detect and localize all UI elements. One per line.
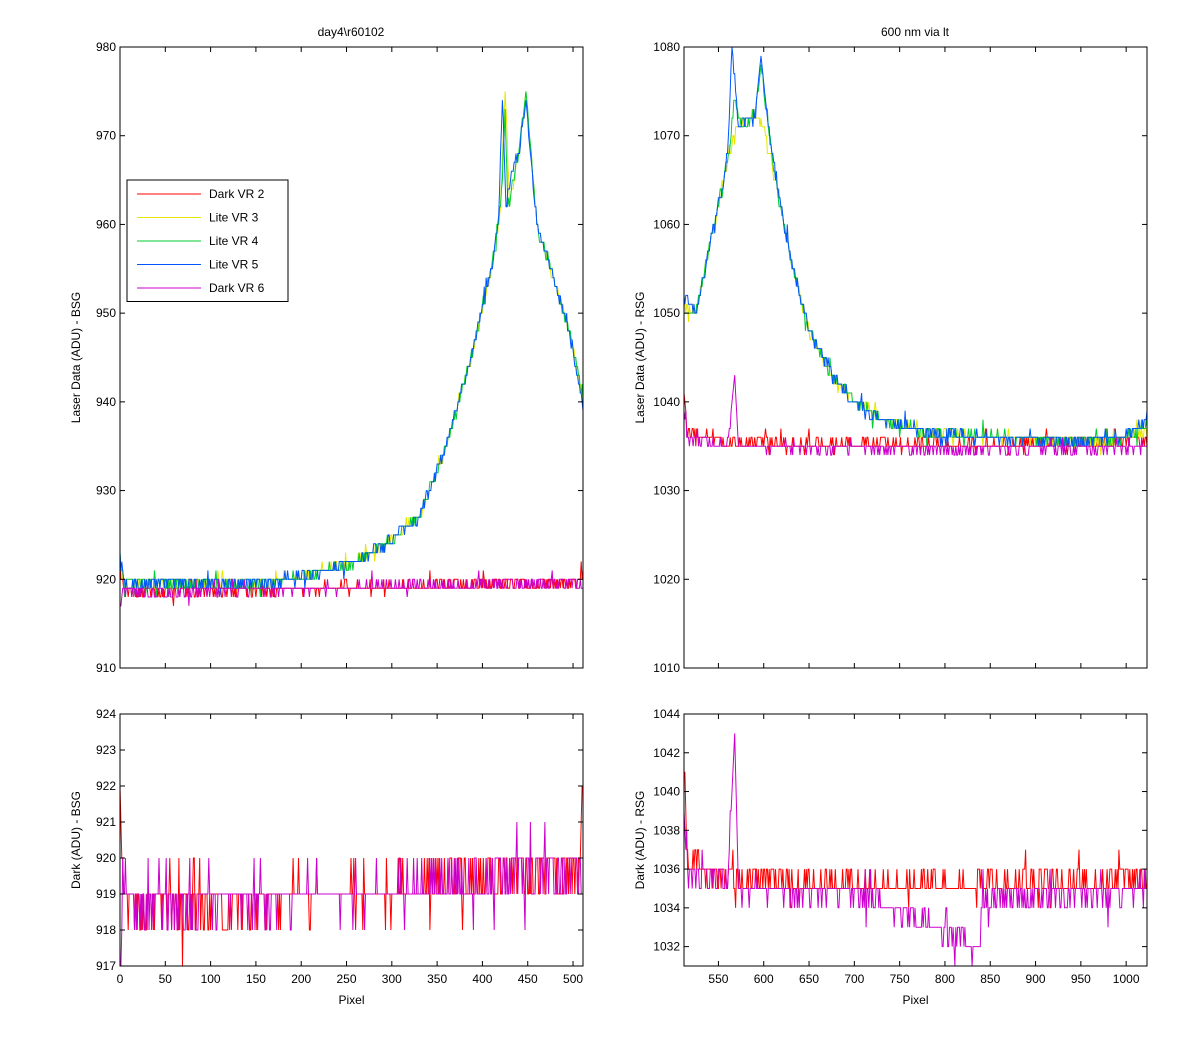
x-tick-label: 600 xyxy=(754,972,774,986)
y-tick-label: 1080 xyxy=(653,40,680,54)
x-tick-label: 100 xyxy=(201,972,221,986)
axes-frame xyxy=(119,713,584,967)
y-tick-label: 950 xyxy=(96,306,116,320)
x-tick-label: 650 xyxy=(799,972,819,986)
series-line-dark-vr-6 xyxy=(120,821,583,966)
y-tick-label: 1010 xyxy=(653,661,680,675)
x-tick-label: 300 xyxy=(382,972,402,986)
x-tick-label: 700 xyxy=(844,972,864,986)
x-tick-label: 850 xyxy=(980,972,1000,986)
series-line-dark-vr-2 xyxy=(684,771,1147,909)
y-tick-label: 923 xyxy=(96,743,116,757)
y-tick-label: 1030 xyxy=(653,484,680,498)
y-tick-label: 921 xyxy=(96,815,116,829)
y-tick-label: 920 xyxy=(96,572,116,586)
x-tick-label: 950 xyxy=(1071,972,1091,986)
plot-area xyxy=(684,47,1147,668)
axes-frame xyxy=(683,46,1148,669)
plot-area xyxy=(684,714,1147,966)
y-tick-label: 960 xyxy=(96,217,116,231)
series-line-dark-vr-6 xyxy=(684,375,1147,456)
legend-label: Dark VR 6 xyxy=(209,281,265,295)
y-tick-label: 1070 xyxy=(653,129,680,143)
x-tick-label: 250 xyxy=(337,972,357,986)
y-tick-label: 1050 xyxy=(653,306,680,320)
y-axis-label: Laser Data (ADU) - BSG xyxy=(69,292,83,423)
x-tick-label: 750 xyxy=(890,972,910,986)
axes-frame xyxy=(683,713,1148,967)
y-axis-label: Laser Data (ADU) - RSG xyxy=(633,291,647,423)
series-group xyxy=(684,47,1147,456)
x-tick-label: 150 xyxy=(246,972,266,986)
y-tick-label: 1020 xyxy=(653,572,680,586)
series-line-dark-vr-6 xyxy=(120,570,583,607)
x-tick-label: 1000 xyxy=(1113,972,1140,986)
x-tick-label: 350 xyxy=(427,972,447,986)
y-tick-label: 940 xyxy=(96,395,116,409)
y-tick-label: 980 xyxy=(96,40,116,54)
series-group xyxy=(120,785,583,966)
legend-label: Lite VR 5 xyxy=(209,258,259,272)
x-tick-label: 800 xyxy=(935,972,955,986)
y-axis-label: Dark (ADU) - RSG xyxy=(633,791,647,890)
y-tick-label: 1044 xyxy=(653,707,680,721)
y-axis-label: Dark (ADU) - BSG xyxy=(69,791,83,889)
series-line-dark-vr-6 xyxy=(684,733,1147,966)
y-tick-label: 1060 xyxy=(653,217,680,231)
y-tick-label: 924 xyxy=(96,707,116,721)
y-tick-label: 917 xyxy=(96,959,116,973)
y-tick-label: 970 xyxy=(96,129,116,143)
x-tick-label: 50 xyxy=(159,972,173,986)
x-tick-label: 200 xyxy=(291,972,311,986)
axes-top-right: 1010 1020 1030 1040 1050 1060 1070 1080 Laser Da… xyxy=(633,40,1148,675)
plot-area xyxy=(120,714,583,966)
legend-label: Dark VR 2 xyxy=(209,187,265,201)
legend-label: Lite VR 3 xyxy=(209,211,259,225)
y-tick-label: 922 xyxy=(96,779,116,793)
legend: Dark VR 2 Lite VR 3 Lite VR 4 Lite VR 5 Dark… xyxy=(126,179,289,302)
y-tick-label: 1038 xyxy=(653,823,680,837)
axes-bottom-left: 917 918 919 920 921 922 923 924 0 50 100 150 200 250 3… xyxy=(69,707,584,1007)
series-line-lite-vr-5 xyxy=(120,100,583,598)
y-tick-label: 930 xyxy=(96,484,116,498)
x-tick-label: 0 xyxy=(117,972,124,986)
x-tick-label: 400 xyxy=(472,972,492,986)
x-axis-label: Pixel xyxy=(902,993,928,1007)
series-group xyxy=(684,733,1147,966)
x-tick-label: 900 xyxy=(1026,972,1046,986)
legend-label: Lite VR 4 xyxy=(209,234,259,248)
series-group xyxy=(120,91,583,607)
x-tick-label: 450 xyxy=(518,972,538,986)
y-tick-label: 919 xyxy=(96,887,116,901)
y-tick-label: 910 xyxy=(96,661,116,675)
y-tick-label: 1036 xyxy=(653,862,680,876)
y-tick-label: 1040 xyxy=(653,395,680,409)
title-right: 600 nm via lt xyxy=(881,25,950,39)
axes-frame xyxy=(119,46,584,669)
axes-bottom-right: 1032 1034 1036 1038 1040 1042 1044 550 600 650 700… xyxy=(633,707,1148,1007)
x-axis-label: Pixel xyxy=(338,993,364,1007)
y-tick-label: 1042 xyxy=(653,746,680,760)
x-tick-label: 500 xyxy=(563,972,583,986)
plot-area xyxy=(120,47,583,668)
title-left: day4\r60102 xyxy=(318,25,385,39)
series-line-dark-vr-2 xyxy=(120,785,583,966)
y-tick-label: 1032 xyxy=(653,940,680,954)
y-tick-label: 918 xyxy=(96,923,116,937)
y-tick-label: 1034 xyxy=(653,901,680,915)
axes-top-left: 910 920 930 940 950 960 970 980 Laser Data (ADU)… xyxy=(69,40,584,675)
y-tick-label: 920 xyxy=(96,851,116,865)
x-tick-label: 550 xyxy=(708,972,728,986)
y-tick-label: 1040 xyxy=(653,785,680,799)
